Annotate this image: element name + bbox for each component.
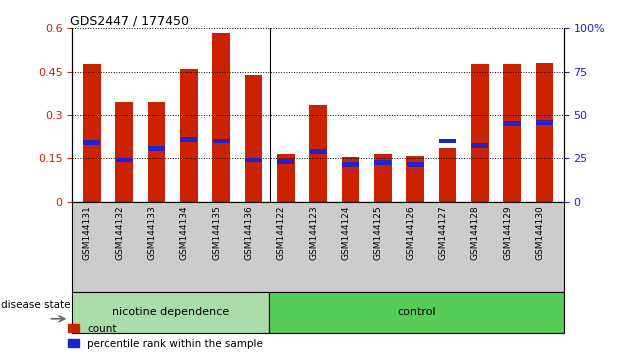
Bar (244, 75, 262, 202)
Bar (213, 139, 229, 143)
Bar (374, 160, 391, 165)
Bar (341, 157, 359, 202)
Bar (277, 154, 295, 202)
Text: GSM144122: GSM144122 (277, 205, 286, 260)
Text: GSM144128: GSM144128 (471, 205, 480, 260)
Bar (277, 159, 294, 164)
Text: GSM144136: GSM144136 (244, 205, 253, 260)
Text: GSM144124: GSM144124 (341, 205, 350, 260)
Bar (342, 162, 359, 166)
Text: GSM144131: GSM144131 (83, 205, 92, 260)
Bar (439, 139, 456, 143)
Text: control: control (397, 307, 436, 318)
Text: nicotine dependence: nicotine dependence (112, 307, 229, 318)
Bar (536, 120, 553, 125)
Bar (310, 149, 326, 154)
Bar (83, 64, 101, 202)
Bar (245, 158, 262, 162)
Text: GSM144132: GSM144132 (115, 205, 124, 260)
Bar (407, 162, 423, 166)
Bar (503, 64, 521, 202)
Bar (309, 105, 327, 202)
Bar (471, 143, 488, 148)
Text: GSM144129: GSM144129 (503, 205, 512, 260)
Text: GSM144130: GSM144130 (536, 205, 544, 260)
Text: GDS2447 / 177450: GDS2447 / 177450 (70, 14, 189, 27)
Bar (438, 148, 456, 202)
Bar (83, 140, 100, 145)
Legend: count, percentile rank within the sample: count, percentile rank within the sample (68, 324, 263, 349)
Bar (406, 155, 424, 202)
Text: GSM144135: GSM144135 (212, 205, 221, 260)
Bar (147, 102, 166, 202)
Text: disease state: disease state (1, 300, 71, 310)
Text: GSM144127: GSM144127 (438, 205, 447, 260)
Bar (180, 69, 198, 202)
Bar (116, 158, 133, 162)
Bar (212, 33, 230, 202)
Bar (471, 64, 489, 202)
Bar (148, 146, 165, 150)
Text: GSM144125: GSM144125 (374, 205, 383, 260)
Text: GSM144126: GSM144126 (406, 205, 415, 260)
Bar (180, 137, 197, 142)
Text: GSM144123: GSM144123 (309, 205, 318, 260)
Text: GSM144133: GSM144133 (147, 205, 156, 260)
Bar (536, 63, 553, 202)
Bar (115, 102, 133, 202)
Bar (503, 121, 520, 126)
Text: GSM144134: GSM144134 (180, 205, 189, 260)
Bar (374, 154, 392, 202)
